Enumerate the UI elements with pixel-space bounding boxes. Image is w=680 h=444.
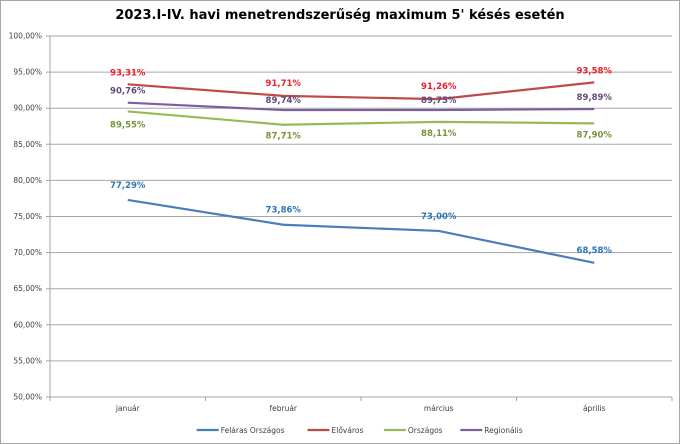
y-tick-label: 80,00% xyxy=(13,176,42,185)
y-axis-tick-labels: 50,00% 55,00% 60,00% 65,00% 70,00% 75,00% 80,0… xyxy=(9,32,42,402)
data-label: 89,89% xyxy=(577,93,613,103)
y-tick-label: 75,00% xyxy=(13,212,42,221)
data-label: 93,31% xyxy=(110,68,146,78)
data-label: 91,26% xyxy=(421,82,457,92)
y-tick-label: 70,00% xyxy=(13,248,42,257)
legend-label: Feláras Országos xyxy=(221,426,285,435)
y-tick-label: 60,00% xyxy=(13,320,42,329)
y-tick-label: 100,00% xyxy=(9,32,42,41)
x-tick-label: február xyxy=(269,404,297,413)
series-lines xyxy=(127,81,595,264)
data-label: 88,11% xyxy=(421,129,457,139)
y-tick-label: 50,00% xyxy=(13,393,42,402)
data-label: 73,86% xyxy=(266,206,302,216)
data-label: 90,76% xyxy=(110,87,146,97)
x-tick-label: március xyxy=(424,404,454,413)
data-label: 93,58% xyxy=(577,66,613,76)
data-label: 91,71% xyxy=(266,79,302,89)
data-label: 73,00% xyxy=(421,212,457,222)
series-line xyxy=(127,81,595,101)
data-label: 87,71% xyxy=(266,132,302,142)
data-labels: 77,29% 73,86% 73,00% 68,58% 93,31% 91,71% 91,2… xyxy=(110,66,612,256)
x-tick-label: január xyxy=(115,404,141,413)
legend-label: Regionális xyxy=(484,426,522,435)
data-label: 89,74% xyxy=(266,96,302,106)
legend-label: Előváros xyxy=(332,426,364,435)
x-tick-label: április xyxy=(583,404,606,413)
data-label: 87,90% xyxy=(577,130,613,140)
y-tick-label: 65,00% xyxy=(13,284,42,293)
series-line xyxy=(127,110,595,126)
data-label: 89,75% xyxy=(421,96,457,106)
series-line xyxy=(127,198,595,264)
data-label: 89,55% xyxy=(110,120,146,130)
gridlines xyxy=(46,35,672,398)
y-tick-label: 55,00% xyxy=(13,356,42,365)
data-label: 68,58% xyxy=(577,246,613,256)
chart-title: 2023.I-IV. havi menetrendszerűség maximu… xyxy=(115,8,565,23)
legend-label: Országos xyxy=(408,426,443,435)
y-tick-label: 85,00% xyxy=(13,140,42,149)
data-label: 77,29% xyxy=(110,181,146,191)
series-line xyxy=(127,101,595,112)
y-tick-label: 90,00% xyxy=(13,104,42,113)
legend: Feláras Országos Előváros Országos Regionál… xyxy=(196,426,523,435)
axes xyxy=(49,36,673,401)
x-axis-tick-labels: január február március április xyxy=(115,404,606,413)
y-tick-label: 95,00% xyxy=(13,68,42,77)
